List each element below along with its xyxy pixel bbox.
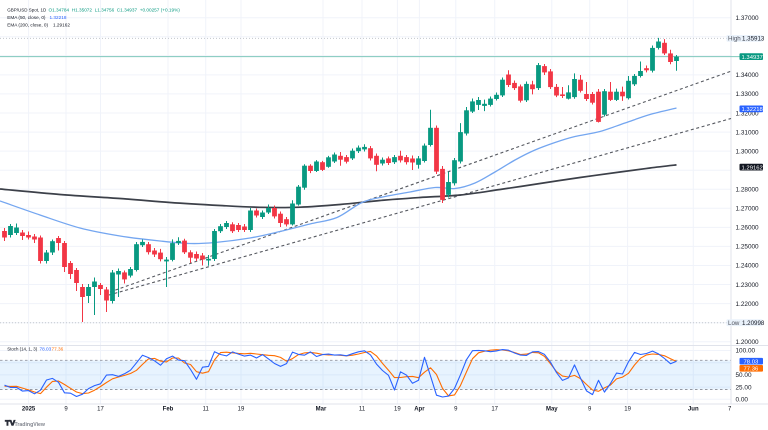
svg-text:1.29162: 1.29162 bbox=[742, 165, 763, 171]
svg-text:25.00: 25.00 bbox=[736, 384, 752, 391]
svg-text:1.28000: 1.28000 bbox=[736, 187, 760, 194]
svg-text:17: 17 bbox=[491, 407, 498, 413]
svg-text:1.27000: 1.27000 bbox=[736, 206, 760, 213]
svg-text:May: May bbox=[546, 407, 558, 413]
svg-text:78.03: 78.03 bbox=[40, 347, 52, 352]
svg-text:1.24000: 1.24000 bbox=[736, 263, 760, 270]
svg-text:9: 9 bbox=[588, 407, 592, 413]
svg-text:77.36: 77.36 bbox=[744, 367, 759, 373]
svg-text:Mar: Mar bbox=[316, 407, 327, 413]
svg-text:19: 19 bbox=[394, 407, 401, 413]
svg-text:EMA (50, close, 0): EMA (50, close, 0) bbox=[7, 15, 46, 20]
svg-text:1.37000: 1.37000 bbox=[736, 15, 760, 22]
svg-text:1.34937: 1.34937 bbox=[742, 55, 763, 61]
svg-text:1.29162: 1.29162 bbox=[53, 23, 70, 28]
svg-text:1.32218: 1.32218 bbox=[50, 15, 67, 20]
svg-text:17: 17 bbox=[97, 407, 104, 413]
svg-text:1.30000: 1.30000 bbox=[736, 148, 760, 155]
svg-text:19: 19 bbox=[624, 407, 631, 413]
svg-text:9: 9 bbox=[64, 407, 68, 413]
svg-text:50.00: 50.00 bbox=[736, 372, 752, 379]
svg-text:Jun: Jun bbox=[688, 407, 699, 413]
svg-text:0.00: 0.00 bbox=[736, 397, 749, 404]
svg-text:1.32218: 1.32218 bbox=[742, 107, 764, 113]
svg-text:1.35913: 1.35913 bbox=[742, 36, 765, 43]
svg-text:Low: Low bbox=[728, 320, 740, 327]
svg-text:1.22000: 1.22000 bbox=[736, 301, 760, 308]
svg-text:TradingView: TradingView bbox=[15, 422, 46, 428]
svg-text:7: 7 bbox=[728, 407, 732, 413]
svg-text:EMA (200, close, 0): EMA (200, close, 0) bbox=[7, 23, 48, 28]
svg-text:O1.34784 H1.35072 L1.34756: O1.34784 H1.35072 L1.34756 C1.34937 +0.0… bbox=[49, 8, 181, 13]
svg-text:GBP/USD Spot, 1D: GBP/USD Spot, 1D bbox=[7, 8, 47, 13]
svg-text:Stoch (14, 1, 3): Stoch (14, 1, 3) bbox=[7, 347, 38, 352]
svg-text:1.33000: 1.33000 bbox=[736, 91, 760, 98]
svg-text:High: High bbox=[728, 36, 741, 43]
svg-text:100.00: 100.00 bbox=[736, 348, 756, 355]
svg-text:1.20000: 1.20000 bbox=[736, 339, 760, 346]
svg-text:78.03: 78.03 bbox=[744, 359, 759, 365]
svg-text:77.36: 77.36 bbox=[52, 347, 64, 352]
svg-text:1.31000: 1.31000 bbox=[736, 129, 760, 136]
svg-text:19: 19 bbox=[238, 407, 245, 413]
svg-text:1.25000: 1.25000 bbox=[736, 244, 760, 251]
svg-text:Feb: Feb bbox=[163, 407, 174, 413]
svg-text:1.34000: 1.34000 bbox=[736, 72, 760, 79]
svg-text:1.26000: 1.26000 bbox=[736, 225, 760, 232]
svg-text:1.20998: 1.20998 bbox=[742, 320, 765, 327]
svg-text:11: 11 bbox=[359, 407, 366, 413]
svg-text:9: 9 bbox=[454, 407, 458, 413]
svg-text:1.23000: 1.23000 bbox=[736, 282, 760, 289]
svg-text:Apr: Apr bbox=[414, 407, 425, 413]
svg-text:2025: 2025 bbox=[22, 407, 36, 413]
svg-text:11: 11 bbox=[203, 407, 210, 413]
svg-text:1.32000: 1.32000 bbox=[736, 110, 760, 117]
